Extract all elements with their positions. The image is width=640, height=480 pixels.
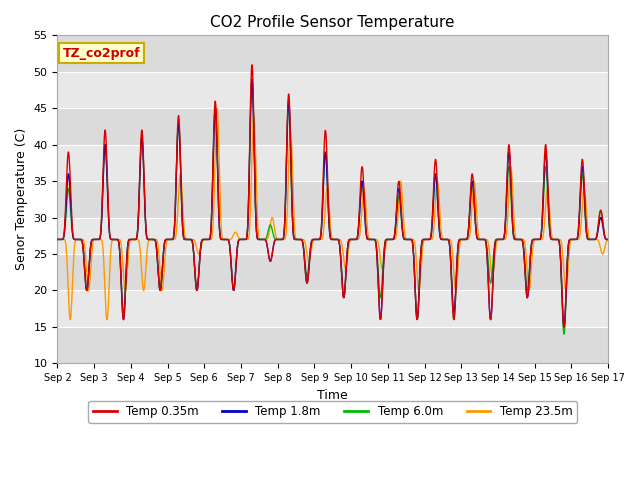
Temp 6.0m bbox=[299, 240, 307, 245]
X-axis label: Time: Time bbox=[317, 389, 348, 402]
Temp 1.8m bbox=[299, 240, 307, 246]
Temp 23.5m bbox=[367, 237, 375, 242]
Temp 23.5m bbox=[97, 237, 104, 242]
Bar bbox=[58, 36, 608, 72]
Temp 6.0m bbox=[309, 237, 317, 242]
Temp 23.5m bbox=[54, 237, 61, 242]
Temp 23.5m bbox=[300, 237, 307, 242]
Temp 1.8m bbox=[248, 76, 256, 82]
Temp 0.35m bbox=[560, 324, 568, 330]
Temp 23.5m bbox=[309, 239, 317, 244]
Temp 1.8m bbox=[54, 237, 61, 242]
Temp 0.35m bbox=[287, 178, 295, 183]
Line: Temp 23.5m: Temp 23.5m bbox=[58, 108, 608, 320]
Temp 0.35m bbox=[309, 237, 317, 242]
Temp 1.8m bbox=[118, 307, 126, 313]
Temp 6.0m bbox=[96, 235, 104, 241]
Temp 6.0m bbox=[248, 76, 256, 82]
Temp 6.0m bbox=[367, 237, 375, 242]
Text: TZ_co2prof: TZ_co2prof bbox=[63, 47, 141, 60]
Temp 0.35m bbox=[54, 237, 61, 242]
Y-axis label: Senor Temperature (C): Senor Temperature (C) bbox=[15, 128, 28, 271]
Line: Temp 1.8m: Temp 1.8m bbox=[58, 79, 608, 327]
Temp 0.35m bbox=[248, 62, 256, 68]
Temp 1.8m bbox=[367, 237, 375, 242]
Title: CO2 Profile Sensor Temperature: CO2 Profile Sensor Temperature bbox=[211, 15, 455, 30]
Legend: Temp 0.35m, Temp 1.8m, Temp 6.0m, Temp 23.5m: Temp 0.35m, Temp 1.8m, Temp 6.0m, Temp 2… bbox=[88, 401, 577, 423]
Bar bbox=[58, 181, 608, 217]
Temp 1.8m bbox=[604, 237, 612, 242]
Temp 0.35m bbox=[604, 237, 612, 242]
Temp 6.0m bbox=[287, 180, 295, 186]
Temp 1.8m bbox=[287, 180, 295, 186]
Temp 1.8m bbox=[309, 237, 317, 242]
Temp 0.35m bbox=[96, 235, 104, 241]
Line: Temp 6.0m: Temp 6.0m bbox=[58, 79, 608, 334]
Temp 23.5m bbox=[119, 260, 127, 266]
Bar bbox=[58, 254, 608, 290]
Temp 23.5m bbox=[288, 145, 296, 151]
Temp 6.0m bbox=[560, 331, 568, 337]
Temp 23.5m bbox=[604, 237, 612, 242]
Line: Temp 0.35m: Temp 0.35m bbox=[58, 65, 608, 327]
Temp 6.0m bbox=[54, 237, 61, 242]
Temp 0.35m bbox=[299, 240, 307, 246]
Bar bbox=[58, 108, 608, 144]
Temp 0.35m bbox=[367, 237, 375, 242]
Temp 1.8m bbox=[96, 235, 104, 241]
Temp 23.5m bbox=[213, 106, 221, 111]
Temp 1.8m bbox=[560, 324, 568, 330]
Bar bbox=[58, 327, 608, 363]
Temp 23.5m bbox=[67, 317, 74, 323]
Temp 0.35m bbox=[118, 307, 126, 313]
Temp 6.0m bbox=[604, 237, 612, 242]
Temp 6.0m bbox=[118, 301, 126, 307]
